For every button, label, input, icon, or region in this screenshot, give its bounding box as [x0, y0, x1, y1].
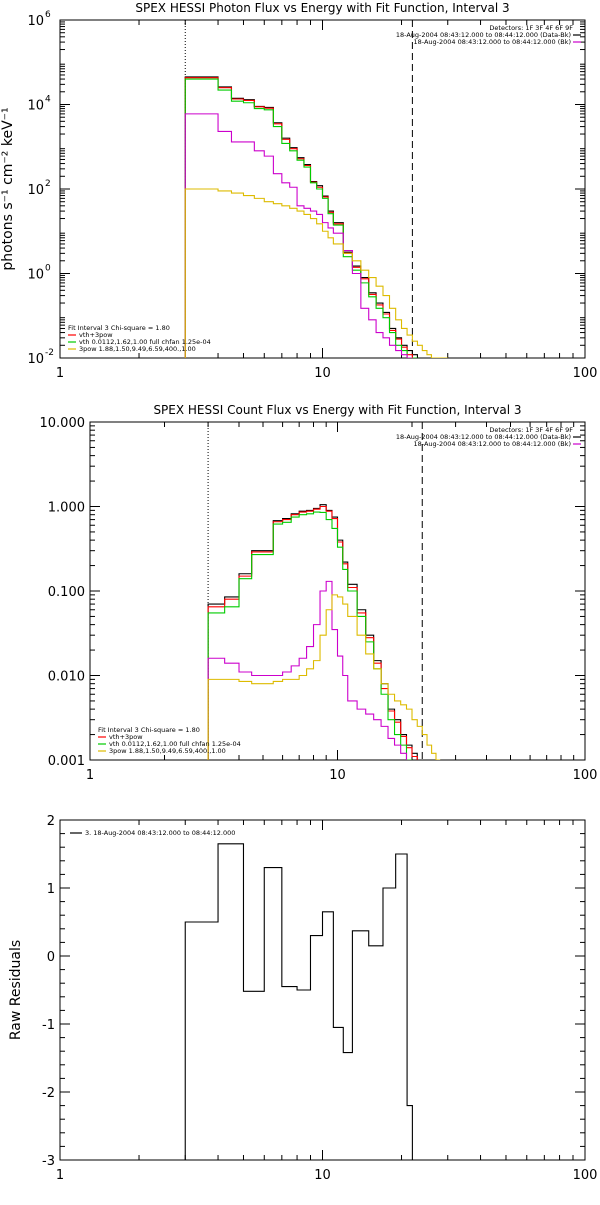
y-axis-label: Raw Residuals — [8, 940, 24, 1040]
series-group — [184, 76, 448, 358]
y-tick-label: 1.000 — [48, 501, 85, 516]
y-tick-label: -2 — [42, 1086, 55, 1101]
legend-label: 3. 18-Aug-2004 08:43:12.000 to 08:44:12.… — [85, 829, 235, 837]
x-tick-label: 10 — [314, 366, 331, 381]
series-3-step-line — [207, 580, 408, 760]
y-tick-label: 1 — [47, 882, 55, 897]
x-tick-label: 100 — [573, 1168, 598, 1183]
fit-title: Fit Interval 3 Chi-square = 1.80 — [68, 324, 170, 332]
chart-title: SPEX HESSI Photon Flux vs Energy with Fi… — [135, 1, 509, 15]
detectors-label: Detectors: 1F 3F 4F 6F 9F — [489, 426, 573, 434]
time-interval-label: 18-Aug-2004 08:43:12.000 to 08:44:12.000… — [396, 433, 571, 441]
time-interval-label: 18-Aug-2004 08:43:12.000 to 08:44:12.000… — [396, 31, 571, 39]
legend-label: vth+3pow — [109, 733, 143, 741]
y-tick-label: 10 — [27, 268, 44, 283]
legend-label: vth 0.0112,1.62,1.00 full chfan 1.25e-04 — [79, 338, 211, 346]
y-tick-label: -3 — [42, 1154, 55, 1169]
legend-label: vth 0.0112,1.62,1.00 full chfan 1.25e-04 — [109, 740, 241, 748]
x-tick-label: 1 — [86, 768, 94, 783]
x-tick-label: 1 — [56, 1168, 64, 1183]
time-interval-label: 18-Aug-2004 08:43:12.000 to 08:44:12.000… — [414, 38, 571, 46]
x-tick-label: 10 — [329, 768, 346, 783]
y-tick-label: 0.010 — [48, 670, 85, 685]
y-tick-exponent: 4 — [45, 95, 51, 105]
chart-count: SPEX HESSI Count Flux vs Energy with Fit… — [40, 403, 598, 783]
series-group — [207, 504, 441, 760]
series-0-step-line — [207, 504, 418, 760]
chart-residuals: Raw Residuals 1 10 100 -3 -2 -1 0 1 2 3. 18-Aug-20… — [8, 814, 597, 1183]
y-tick-exponent: 0 — [45, 264, 51, 274]
y-tick-label: 2 — [47, 814, 55, 829]
y-tick-label: 10 — [27, 183, 44, 198]
y-tick-exponent: -2 — [45, 348, 54, 358]
y-tick-exponent: 2 — [45, 179, 51, 189]
series-2-step-line — [207, 511, 413, 760]
chart-title: SPEX HESSI Count Flux vs Energy with Fit… — [153, 403, 521, 417]
x-axis: 1 10 100 — [56, 820, 598, 1183]
x-axis: 1 10 100 — [56, 20, 598, 381]
legend-label: vth+3pow — [79, 331, 113, 339]
y-tick-label: 0.001 — [48, 754, 85, 769]
series-4-step-line — [184, 188, 448, 358]
y-tick-label: 10 — [27, 352, 44, 367]
y-tick-label: 10 — [27, 99, 44, 114]
x-axis: 1 10 100 — [86, 422, 598, 783]
legend-label: 3pow 1.88,1.50,9.49,6.59,400.,1.00 — [109, 747, 226, 755]
series-2-step-line — [184, 78, 418, 358]
x-tick-label: 1 — [56, 366, 64, 381]
y-axis: -3 -2 -1 0 1 2 — [42, 814, 585, 1169]
legend-label: 3pow 1.88,1.50,9.49,6.59,400.,1.00 — [79, 345, 196, 353]
y-tick-exponent: 6 — [45, 10, 51, 20]
y-tick-label: 0 — [47, 950, 55, 965]
y-tick-label: -1 — [42, 1018, 55, 1033]
y-tick-label: 10.000 — [40, 416, 86, 431]
series-4-step-line — [207, 594, 441, 760]
detectors-label: Detectors: 1F 3F 4F 6F 9F — [489, 24, 573, 32]
plot-frame — [59, 819, 586, 1161]
series-group — [184, 843, 413, 1160]
plot-frame — [89, 421, 586, 761]
series-0-step-line — [184, 843, 413, 1160]
y-axis: 0.001 0.010 0.100 1.000 10.000 — [40, 416, 585, 769]
y-axis-label: photons s⁻¹ cm⁻² keV⁻¹ — [0, 107, 16, 270]
x-tick-label: 100 — [573, 768, 598, 783]
y-tick-label: 0.100 — [48, 585, 85, 600]
fit-title: Fit Interval 3 Chi-square = 1.80 — [98, 726, 200, 734]
x-tick-label: 100 — [573, 366, 598, 381]
time-interval-label: 18-Aug-2004 08:43:12.000 to 08:44:12.000… — [414, 440, 571, 448]
series-1-step-line — [207, 505, 418, 760]
chart-photon: SPEX HESSI Photon Flux vs Energy with Fi… — [0, 1, 597, 381]
series-3-step-line — [184, 113, 413, 358]
x-tick-label: 10 — [314, 1168, 331, 1183]
y-tick-label: 10 — [27, 14, 44, 29]
